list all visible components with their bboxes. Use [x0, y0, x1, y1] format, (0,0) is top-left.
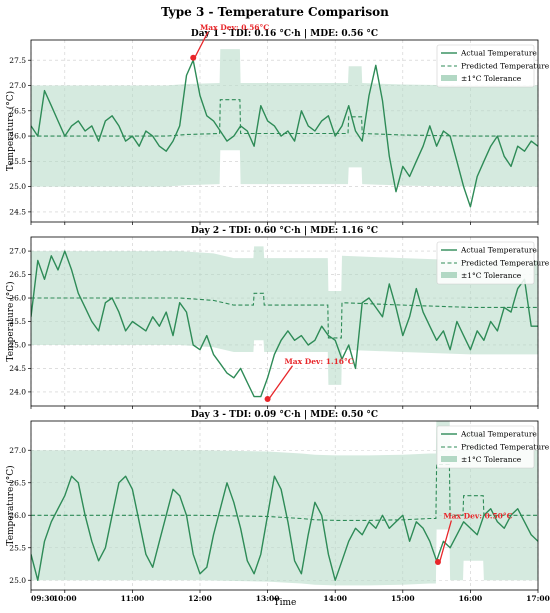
x-axis-label: Time: [274, 598, 297, 608]
predicted-temperature-line: [31, 292, 538, 339]
y-tick-label: 25.0: [9, 341, 26, 350]
legend-label-predicted: Predicted Temperature: [461, 62, 550, 71]
legend-label-actual: Actual Temperature: [460, 49, 537, 58]
legend-label-tolerance: ±1°C Tolerance: [461, 74, 522, 83]
tolerance-band: [31, 246, 538, 385]
y-axis-label: Temperature (°C): [5, 91, 16, 171]
x-tick-label: 17:00: [526, 594, 550, 603]
legend-label-predicted: Predicted Temperature: [461, 259, 550, 268]
legend-label-actual: Actual Temperature: [460, 246, 537, 255]
x-tick-label: 12:00: [188, 594, 212, 603]
chart-panel-2: 24.0 24.5 25.0 25.5 26.0 26.5 27.0 Day 2 - TDI:…: [5, 226, 550, 409]
axes-frame: [30, 39, 539, 223]
y-axis-label: Temperature (°C): [5, 281, 16, 361]
x-tick-label: 15:00: [391, 594, 415, 603]
legend-label-tolerance: ±1°C Tolerance: [461, 455, 522, 464]
y-tick-label: 25.5: [9, 317, 26, 326]
y-axis-label: Temperature (°C): [5, 465, 16, 545]
y-tick-label: 26.5: [9, 478, 26, 487]
panel-title: Day 3 - TDI: 0.09 °C·h | MDE: 0.50 °C: [191, 410, 378, 420]
annotation-label: Max Dev: 0.50°C: [443, 512, 512, 521]
panels: 24.5 25.0 25.5 26.0 26.5 27.0 27.5 Day 1 - TDI:…: [5, 23, 550, 603]
y-tick-label: 25.5: [9, 543, 26, 552]
annotation-label: Max Dev: 1.16°C: [285, 357, 354, 366]
annotation-arrow: [439, 520, 452, 562]
y-tick-label: 24.0: [9, 388, 26, 397]
figure-title: Type 3 - Temperature Comparison: [161, 5, 389, 19]
y-tick-label: 26.0: [9, 511, 26, 520]
panel-title: Day 1 - TDI: 0.16 °C·h | MDE: 0.56 °C: [191, 29, 378, 39]
x-tick-label: 10:00: [53, 594, 77, 603]
y-tick-label: 27.5: [9, 56, 26, 65]
axes-frame: [30, 420, 539, 591]
x-tick-label: 16:00: [459, 594, 483, 603]
legend-tolerance-swatch: [441, 272, 457, 278]
annotation-label: Max Dev: 0.56°C: [200, 23, 269, 32]
actual-temperature-line: [31, 59, 538, 208]
y-tick-label: 27.0: [9, 247, 26, 256]
legend-tolerance-swatch: [441, 75, 457, 81]
y-tick-label: 26.0: [9, 132, 26, 141]
legend: Actual Temperature Predicted Temperature ±…: [436, 44, 550, 88]
annotation-arrow: [194, 31, 209, 57]
actual-temperature-line: [31, 250, 538, 398]
tolerance-band: [31, 49, 538, 187]
y-tick-label: 24.5: [9, 207, 26, 216]
y-tick-label: 25.5: [9, 157, 26, 166]
actual-temperature-line: [31, 475, 538, 581]
x-tick-label: 14:00: [323, 594, 347, 603]
y-tick-label: 26.0: [9, 294, 26, 303]
legend-label-predicted: Predicted Temperature: [461, 443, 550, 452]
max-deviation-point: [434, 559, 441, 566]
legend-label-tolerance: ±1°C Tolerance: [461, 271, 522, 280]
panel-title: Day 2 - TDI: 0.60 °C·h | MDE: 1.16 °C: [191, 226, 378, 236]
max-deviation-point: [264, 395, 271, 402]
y-tick-label: 25.0: [9, 182, 26, 191]
legend-label-actual: Actual Temperature: [460, 430, 537, 439]
y-tick-label: 24.5: [9, 364, 26, 373]
predicted-temperature-line: [31, 99, 538, 137]
annotation-arrow: [269, 365, 294, 399]
y-tick-label: 27.0: [9, 81, 26, 90]
x-tick-label: 09:30: [31, 594, 55, 603]
x-tick-label: 11:00: [121, 594, 145, 603]
y-tick-label: 26.5: [9, 106, 26, 115]
y-tick-label: 25.0: [9, 576, 26, 585]
legend: Actual Temperature Predicted Temperature ±…: [436, 241, 550, 285]
chart-panel-1: 24.5 25.0 25.5 26.0 26.5 27.0 27.5 Day 1 - TDI:…: [5, 23, 550, 225]
legend: Actual Temperature Predicted Temperature ±…: [436, 425, 550, 469]
y-tick-label: 27.0: [9, 446, 26, 455]
max-deviation-point: [190, 54, 197, 61]
x-tick-label: 13:00: [256, 594, 280, 603]
y-tick-label: 26.5: [9, 270, 26, 279]
legend-tolerance-swatch: [441, 456, 457, 462]
